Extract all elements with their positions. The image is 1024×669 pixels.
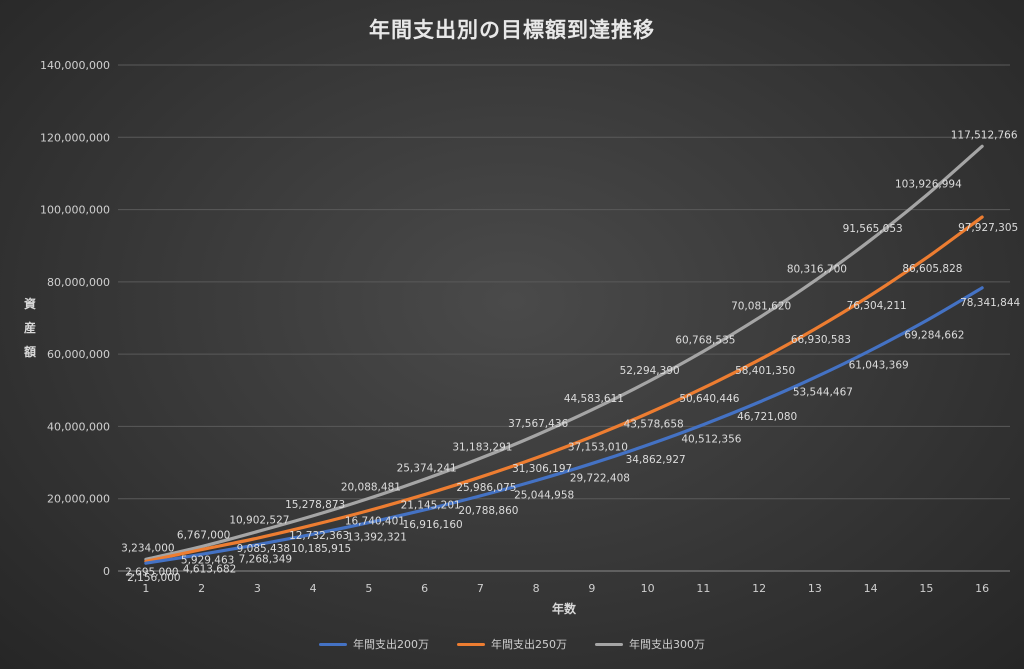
data-label: 16,740,401 bbox=[345, 515, 405, 527]
data-label: 46,721,080 bbox=[737, 411, 797, 423]
data-label: 9,085,438 bbox=[237, 543, 290, 555]
data-label: 91,565,053 bbox=[843, 223, 903, 235]
data-label: 97,927,305 bbox=[958, 222, 1018, 234]
legend-swatch bbox=[595, 642, 623, 646]
legend-item-2: 年間支出250万 bbox=[457, 636, 567, 652]
data-label: 117,512,766 bbox=[951, 129, 1018, 141]
x-tick-label: 6 bbox=[421, 582, 428, 595]
data-label: 21,145,201 bbox=[401, 500, 461, 512]
y-tick-label: 0 bbox=[103, 565, 110, 578]
x-tick-label: 13 bbox=[808, 582, 822, 595]
data-label: 20,788,860 bbox=[458, 505, 518, 517]
y-tick-label: 140,000,000 bbox=[40, 59, 110, 72]
legend-label: 年間支出300万 bbox=[629, 638, 705, 651]
data-label: 15,278,873 bbox=[285, 499, 345, 511]
x-tick-label: 7 bbox=[477, 582, 484, 595]
legend-label: 年間支出200万 bbox=[353, 638, 429, 651]
data-label: 66,930,583 bbox=[791, 334, 851, 346]
data-label: 103,926,994 bbox=[895, 178, 962, 190]
x-tick-label: 9 bbox=[588, 582, 595, 595]
x-axis-label: 年数 bbox=[552, 601, 577, 616]
data-label: 29,722,408 bbox=[570, 473, 630, 485]
data-label: 80,316,700 bbox=[787, 264, 847, 276]
series-line-3 bbox=[144, 144, 984, 561]
data-label: 7,268,349 bbox=[239, 554, 292, 566]
y-tick-label: 80,000,000 bbox=[47, 276, 110, 289]
legend-item-1: 年間支出200万 bbox=[319, 636, 429, 652]
x-tick-label: 3 bbox=[254, 582, 261, 595]
data-label: 37,567,436 bbox=[508, 418, 568, 430]
x-tick-label: 8 bbox=[533, 582, 540, 595]
data-label: 25,044,958 bbox=[514, 489, 574, 501]
series-line-2 bbox=[144, 215, 984, 563]
data-label: 60,768,535 bbox=[675, 334, 735, 346]
y-tick-label: 120,000,000 bbox=[40, 131, 110, 144]
chart-title: 年間支出別の目標額到達推移 bbox=[369, 18, 655, 42]
data-label: 10,185,915 bbox=[291, 543, 351, 555]
data-label: 43,578,658 bbox=[624, 418, 684, 430]
x-tick-label: 5 bbox=[365, 582, 372, 595]
data-label: 34,862,927 bbox=[626, 454, 686, 466]
y-tick-label: 100,000,000 bbox=[40, 204, 110, 217]
legend-item-3: 年間支出300万 bbox=[595, 636, 705, 652]
legend-swatch bbox=[319, 642, 347, 646]
data-label: 78,341,844 bbox=[960, 297, 1020, 309]
y-tick-label: 40,000,000 bbox=[47, 420, 110, 433]
data-label: 69,284,662 bbox=[904, 330, 964, 342]
data-label: 10,902,527 bbox=[229, 515, 289, 527]
data-label: 3,234,000 bbox=[121, 542, 174, 554]
data-label: 40,512,356 bbox=[681, 434, 741, 446]
data-label: 37,153,010 bbox=[568, 442, 628, 454]
data-label: 4,613,682 bbox=[183, 563, 236, 575]
x-tick-label: 12 bbox=[752, 582, 766, 595]
data-label: 52,294,390 bbox=[620, 365, 680, 377]
y-tick-label: 20,000,000 bbox=[47, 493, 110, 506]
data-label: 31,306,197 bbox=[512, 463, 572, 475]
data-label: 12,732,363 bbox=[289, 530, 349, 542]
y-axis-label: 資産額 bbox=[23, 297, 36, 359]
x-tick-label: 15 bbox=[919, 582, 933, 595]
data-label: 2,156,000 bbox=[127, 572, 180, 584]
x-tick-label: 4 bbox=[310, 582, 317, 595]
x-tick-label: 1 bbox=[142, 582, 149, 595]
x-tick-label: 14 bbox=[864, 582, 878, 595]
legend-swatch bbox=[457, 642, 485, 646]
data-label: 53,544,467 bbox=[793, 386, 853, 398]
y-tick-label: 60,000,000 bbox=[47, 348, 110, 361]
data-label: 61,043,369 bbox=[849, 359, 909, 371]
x-tick-label: 11 bbox=[696, 582, 710, 595]
chart-legend: 年間支出200万 年間支出250万 年間支出300万 bbox=[0, 636, 1024, 652]
data-label: 58,401,350 bbox=[735, 365, 795, 377]
data-label: 2,695,000 bbox=[125, 566, 178, 578]
x-tick-label: 10 bbox=[641, 582, 655, 595]
data-label: 50,640,446 bbox=[679, 393, 739, 405]
data-label: 44,583,611 bbox=[564, 393, 624, 405]
data-label: 70,081,620 bbox=[731, 301, 791, 313]
data-label: 20,088,481 bbox=[341, 481, 401, 493]
x-tick-label: 2 bbox=[198, 582, 205, 595]
data-label: 25,374,241 bbox=[397, 462, 457, 474]
legend-label: 年間支出250万 bbox=[491, 638, 567, 651]
data-label: 86,605,828 bbox=[902, 263, 962, 275]
series-line-1 bbox=[144, 286, 984, 565]
data-label: 5,929,463 bbox=[181, 555, 234, 567]
data-label: 13,392,321 bbox=[347, 532, 407, 544]
data-label: 25,986,075 bbox=[456, 482, 516, 494]
data-label: 76,304,211 bbox=[847, 300, 907, 312]
data-label: 31,183,291 bbox=[452, 441, 512, 453]
x-tick-label: 16 bbox=[975, 582, 989, 595]
data-label: 16,916,160 bbox=[403, 519, 463, 531]
data-label: 6,767,000 bbox=[177, 530, 230, 542]
